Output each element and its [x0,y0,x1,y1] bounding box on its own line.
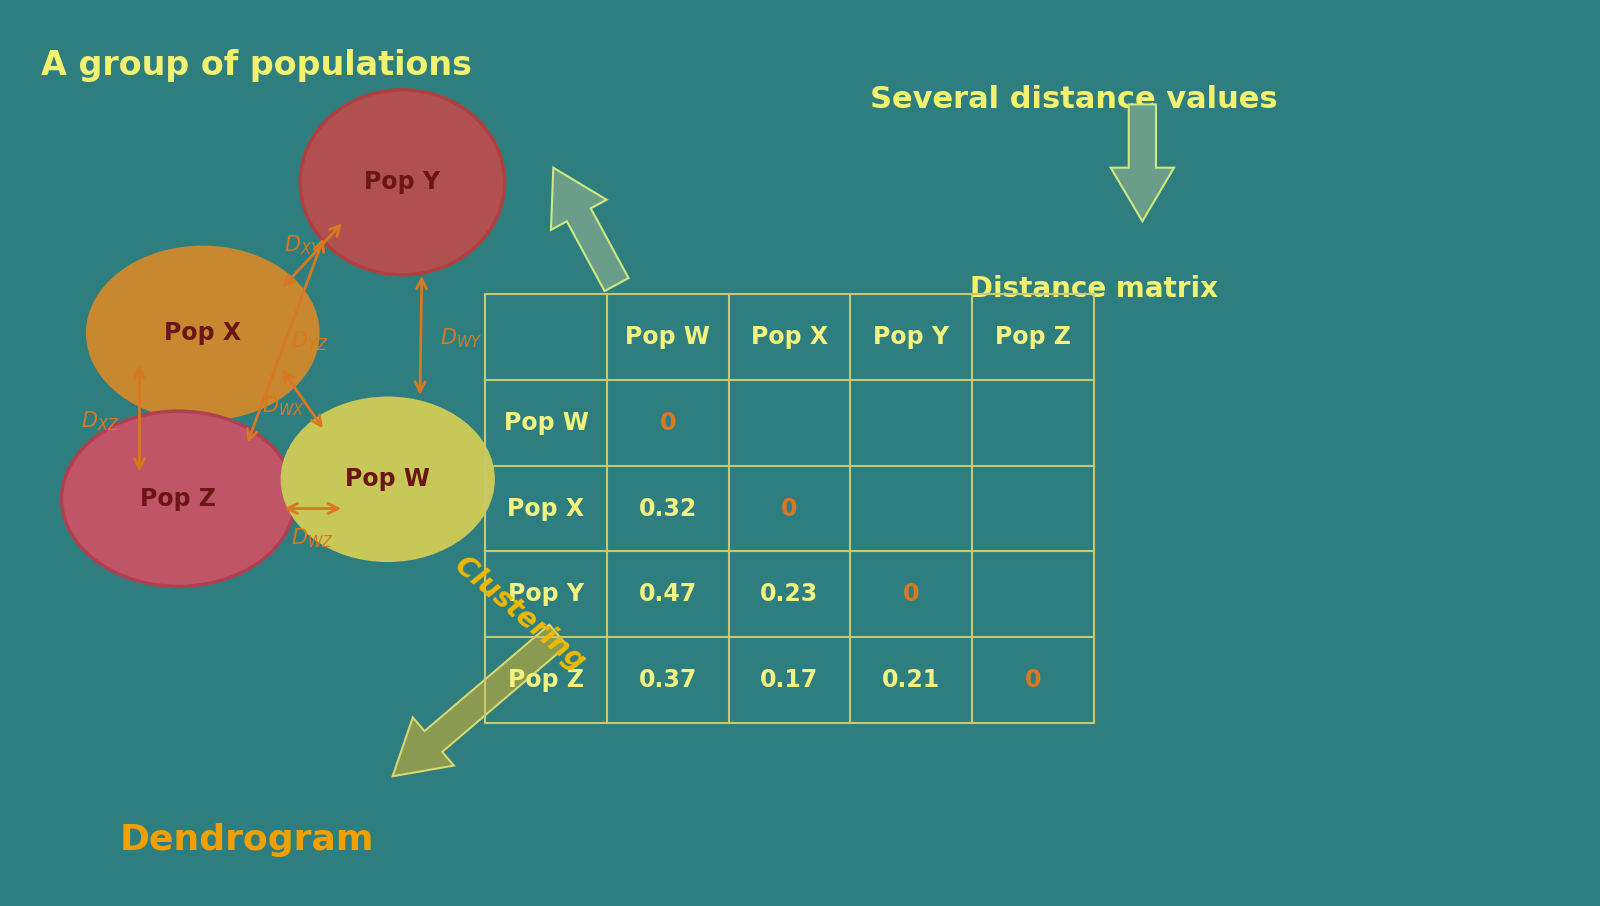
Ellipse shape [301,90,504,275]
Text: 0: 0 [659,410,675,435]
Text: Pop Y: Pop Y [507,583,584,606]
Text: 0: 0 [902,583,920,606]
Text: 0.21: 0.21 [882,668,941,692]
Text: $D_{WY}$: $D_{WY}$ [440,326,482,350]
Text: Pop X: Pop X [165,322,242,345]
Text: A group of populations: A group of populations [42,49,472,82]
Text: $D_{YZ}$: $D_{YZ}$ [291,329,328,352]
Text: Pop X: Pop X [507,496,584,521]
Text: 0.47: 0.47 [638,583,698,606]
Text: 0.37: 0.37 [638,668,698,692]
Text: $D_{XZ}$: $D_{XZ}$ [82,410,120,433]
Text: 0.23: 0.23 [760,583,819,606]
Text: $D_{XY}$: $D_{XY}$ [285,234,322,257]
Text: Pop W: Pop W [626,325,710,349]
Text: $D_{WZ}$: $D_{WZ}$ [291,525,334,550]
Text: Several distance values: Several distance values [870,85,1278,114]
Text: $D_{WX}$: $D_{WX}$ [262,394,306,418]
Text: Dendrogram: Dendrogram [120,823,374,857]
Ellipse shape [61,411,296,586]
FancyArrow shape [1110,104,1174,221]
Text: Pop Z: Pop Z [141,487,216,511]
Text: Pop X: Pop X [750,325,827,349]
Text: Clustering: Clustering [448,551,590,676]
Text: Pop Y: Pop Y [874,325,949,349]
Text: 0: 0 [1024,668,1042,692]
Text: 0.17: 0.17 [760,668,819,692]
Text: Pop Z: Pop Z [507,668,584,692]
Text: Pop W: Pop W [346,467,430,491]
Text: Pop Z: Pop Z [995,325,1070,349]
Text: Distance matrix: Distance matrix [970,275,1218,303]
Text: Pop W: Pop W [504,410,589,435]
Ellipse shape [86,246,320,421]
Ellipse shape [280,397,494,562]
FancyArrow shape [392,625,566,776]
Text: 0.32: 0.32 [638,496,698,521]
Text: 0: 0 [781,496,798,521]
Text: Pop Y: Pop Y [365,170,440,194]
FancyArrow shape [550,168,629,291]
